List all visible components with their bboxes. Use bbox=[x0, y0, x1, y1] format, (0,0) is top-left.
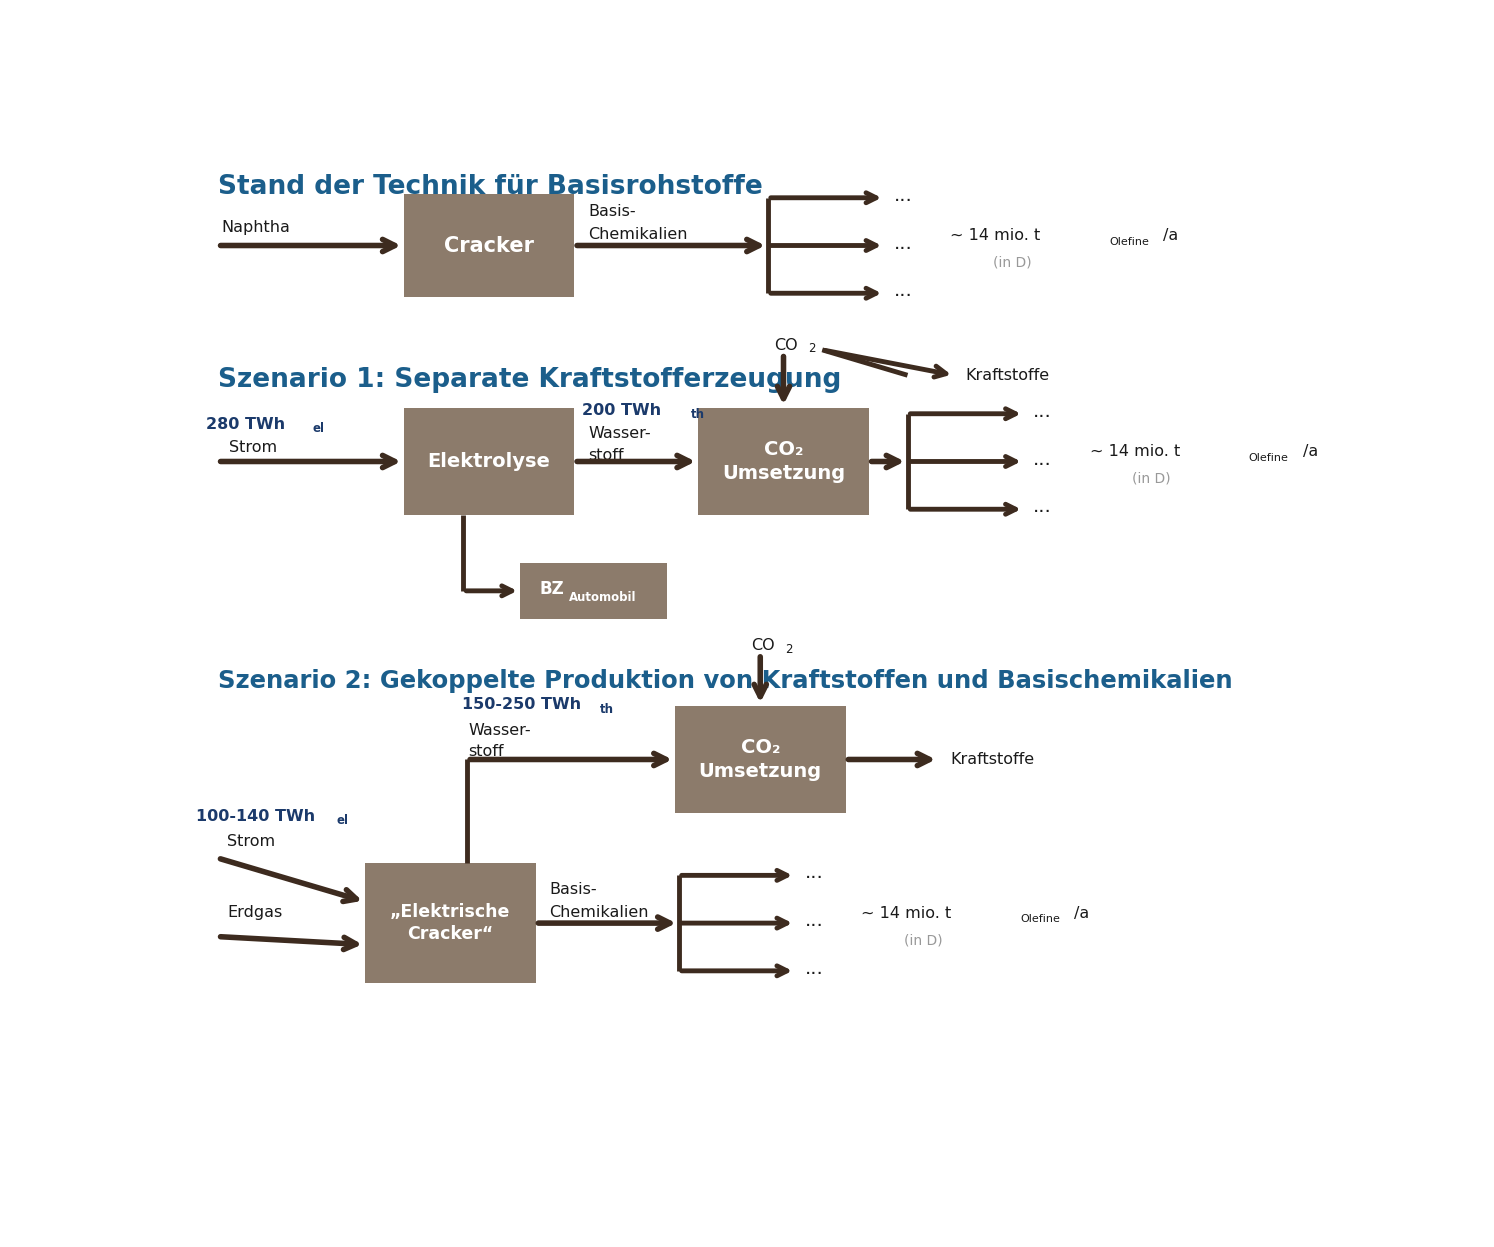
Text: Strom: Strom bbox=[230, 440, 278, 455]
Text: ...: ... bbox=[804, 912, 823, 930]
Text: BZ: BZ bbox=[539, 580, 565, 597]
Text: Basis-: Basis- bbox=[550, 882, 598, 897]
Text: Basis-: Basis- bbox=[589, 205, 636, 219]
Text: ~ 14 mio. t: ~ 14 mio. t bbox=[950, 228, 1040, 243]
Text: CO₂
Umsetzung: CO₂ Umsetzung bbox=[699, 738, 822, 781]
Text: CO₂
Umsetzung: CO₂ Umsetzung bbox=[722, 440, 846, 483]
Text: „Elektrische
Cracker“: „Elektrische Cracker“ bbox=[390, 903, 511, 943]
Text: th: th bbox=[599, 702, 614, 716]
Text: Chemikalien: Chemikalien bbox=[550, 905, 648, 920]
Bar bbox=[403, 193, 574, 298]
Text: el: el bbox=[336, 814, 348, 827]
Text: Cracker: Cracker bbox=[444, 236, 533, 256]
Text: ...: ... bbox=[1032, 498, 1052, 516]
Text: Automobil: Automobil bbox=[569, 591, 636, 604]
Text: Wasser-: Wasser- bbox=[589, 426, 651, 441]
Text: Kraftstoffe: Kraftstoffe bbox=[950, 752, 1034, 767]
Text: ...: ... bbox=[804, 863, 823, 883]
Text: 100-140 TWh: 100-140 TWh bbox=[196, 809, 315, 824]
Bar bbox=[520, 564, 668, 619]
Text: Naphtha: Naphtha bbox=[221, 219, 290, 234]
Text: (in D): (in D) bbox=[992, 256, 1031, 269]
Bar bbox=[698, 408, 868, 515]
Text: ...: ... bbox=[893, 233, 913, 253]
Text: Chemikalien: Chemikalien bbox=[589, 227, 687, 242]
Text: Strom: Strom bbox=[227, 834, 275, 849]
Text: CO: CO bbox=[774, 338, 798, 353]
Text: Olefine: Olefine bbox=[1109, 237, 1149, 247]
Text: 150-250 TWh: 150-250 TWh bbox=[462, 697, 581, 712]
Text: ...: ... bbox=[1032, 402, 1052, 420]
Text: Stand der Technik für Basisrohstoffe: Stand der Technik für Basisrohstoffe bbox=[218, 175, 762, 201]
Text: CO: CO bbox=[751, 638, 774, 653]
Text: Szenario 2: Gekoppelte Produktion von Kraftstoffen und Basischemikalien: Szenario 2: Gekoppelte Produktion von Kr… bbox=[218, 670, 1233, 693]
Text: 280 TWh: 280 TWh bbox=[206, 418, 285, 433]
Text: Kraftstoffe: Kraftstoffe bbox=[965, 368, 1050, 383]
Text: el: el bbox=[312, 423, 324, 435]
Text: Erdgas: Erdgas bbox=[227, 905, 282, 920]
Text: Wasser-: Wasser- bbox=[468, 723, 530, 738]
Text: ...: ... bbox=[893, 282, 913, 301]
Text: /a: /a bbox=[1074, 905, 1089, 920]
Text: ~ 14 mio. t: ~ 14 mio. t bbox=[861, 905, 952, 920]
Text: Elektrolyse: Elektrolyse bbox=[427, 451, 550, 471]
Text: 2: 2 bbox=[784, 642, 792, 656]
Text: (in D): (in D) bbox=[904, 933, 943, 946]
Bar bbox=[675, 706, 846, 813]
Text: th: th bbox=[690, 409, 705, 421]
Text: Szenario 1: Separate Kraftstofferzeugung: Szenario 1: Separate Kraftstofferzeugung bbox=[218, 367, 841, 393]
Text: 2: 2 bbox=[808, 342, 816, 355]
Text: Olefine: Olefine bbox=[1020, 914, 1059, 924]
Text: (in D): (in D) bbox=[1132, 471, 1171, 485]
Text: ...: ... bbox=[893, 186, 913, 205]
Text: /a: /a bbox=[1164, 228, 1179, 243]
Bar bbox=[365, 863, 535, 983]
Text: /a: /a bbox=[1303, 444, 1318, 459]
Text: ...: ... bbox=[1032, 450, 1052, 469]
Text: Olefine: Olefine bbox=[1249, 453, 1288, 463]
Text: ...: ... bbox=[804, 959, 823, 978]
Text: stoff: stoff bbox=[468, 744, 503, 759]
Text: stoff: stoff bbox=[589, 448, 623, 463]
Bar bbox=[403, 408, 574, 515]
Text: 200 TWh: 200 TWh bbox=[583, 403, 662, 418]
Text: ~ 14 mio. t: ~ 14 mio. t bbox=[1089, 444, 1180, 459]
